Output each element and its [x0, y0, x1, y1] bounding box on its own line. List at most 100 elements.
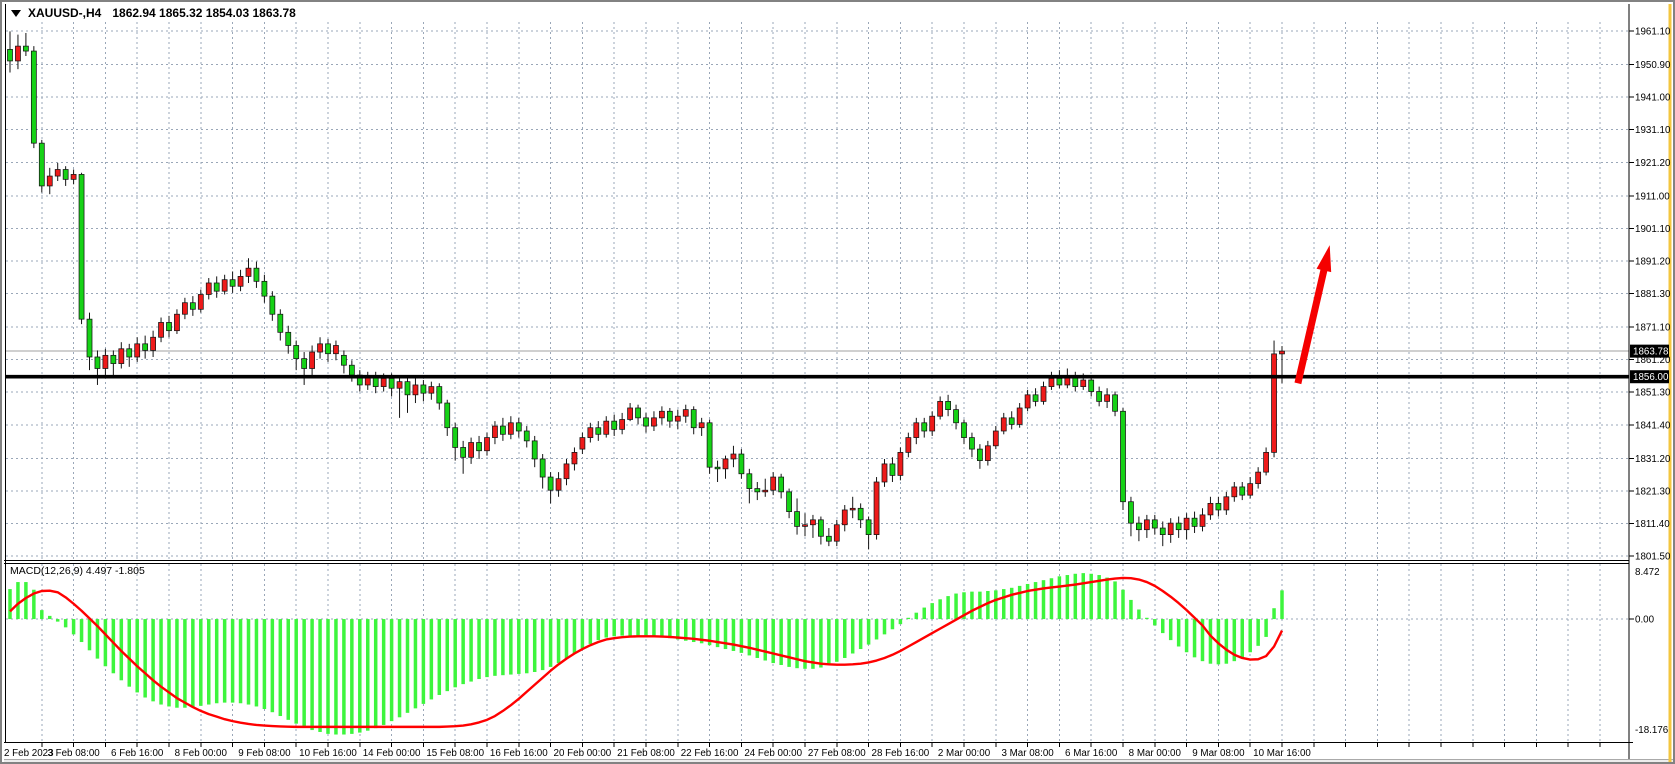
time-axis-label: 3 Feb 08:00 [47, 748, 100, 759]
macd-axis-label: 0.00 [1635, 615, 1655, 626]
accent-strip [1668, 4, 1672, 762]
time-axis-label: 9 Feb 08:00 [238, 748, 291, 759]
macd-histogram-bar [612, 619, 616, 637]
collapse-chart-icon[interactable] [11, 9, 21, 17]
macd-histogram-bar [1097, 575, 1101, 620]
candle-body [428, 386, 435, 394]
macd-histogram-bar [588, 619, 593, 644]
candle-body [754, 488, 761, 493]
candle-body [531, 440, 538, 460]
candle-body [523, 430, 530, 442]
candle-body [325, 343, 331, 355]
candle-body [1016, 407, 1023, 425]
candle-body [1128, 501, 1134, 524]
macd-histogram-bar [397, 619, 402, 718]
trend-arrow-shaft[interactable] [1294, 265, 1329, 385]
time-axis-label: 16 Feb 16:00 [490, 748, 548, 759]
candle-body [841, 509, 848, 526]
macd-histogram-bar [135, 619, 139, 693]
candle-body [1032, 394, 1039, 402]
candle-body [285, 331, 292, 346]
candle-body [682, 409, 689, 417]
candle-body [1255, 471, 1262, 485]
candle-body [484, 437, 490, 452]
candle-body [1112, 394, 1118, 412]
candle-body [1279, 350, 1285, 355]
macd-histogram-bar [63, 619, 68, 628]
candle-body [873, 481, 880, 535]
candle-body [444, 402, 451, 429]
candle-body [1000, 417, 1007, 432]
price-axis-label: 1911.00 [1635, 191, 1670, 202]
drawn-objects[interactable] [6, 245, 1629, 385]
chart-title-bar: XAUUSD-,H4 1862.94 1865.32 1854.03 1863.… [8, 6, 296, 20]
candle-body [945, 401, 951, 410]
macd-histogram-bar [906, 617, 911, 620]
ohlc-values-label: 1862.94 1865.32 1854.03 1863.78 [112, 6, 296, 20]
macd-histogram-bar [707, 619, 712, 646]
bottom-strip [4, 760, 1673, 762]
macd-histogram-bar [238, 619, 243, 704]
macd-histogram-bar [175, 619, 179, 708]
macd-histogram-bar [1009, 587, 1014, 620]
macd-histogram-bar [970, 591, 974, 620]
price-axis-label: 1941.00 [1635, 93, 1671, 104]
macd-histogram-bar [890, 619, 895, 630]
macd-histogram-bar [525, 619, 529, 674]
macd-histogram-bar [1089, 573, 1093, 620]
candle-body [1136, 522, 1142, 531]
macd-histogram-bar [55, 619, 60, 622]
macd-histogram-bar [731, 619, 736, 651]
candle-body [126, 348, 133, 358]
candle-body [746, 473, 753, 489]
candle-body [1008, 417, 1015, 425]
candle-body [507, 422, 514, 435]
trend-arrow-head[interactable] [1316, 245, 1332, 273]
candle-body [62, 169, 69, 180]
macd-histogram-bar [739, 619, 744, 653]
price-axis-label: 1861.20 [1635, 355, 1671, 366]
macd-indicator-pane [8, 573, 1284, 735]
candle-body [539, 458, 546, 478]
macd-histogram-bar [652, 619, 656, 637]
candle-body [277, 313, 284, 333]
time-axis-label: 10 Mar 16:00 [1253, 748, 1311, 759]
macd-histogram-bar [644, 619, 648, 637]
macd-histogram-bar [358, 619, 362, 733]
macd-histogram-bar [1240, 619, 1244, 658]
candle-body [714, 466, 721, 470]
macd-histogram-bar [556, 619, 561, 664]
candle-body [309, 351, 315, 369]
macd-histogram-bar [79, 619, 84, 643]
macd-axis-label: -18.176 [1635, 725, 1669, 736]
candle-body [158, 322, 164, 338]
candle-body [825, 535, 832, 542]
macd-histogram-bar [548, 619, 553, 667]
candle-body [794, 511, 800, 527]
current-price-badge-text: 1863.78 [1633, 347, 1669, 358]
macd-histogram-bar [572, 619, 577, 654]
macd-histogram-bar [1280, 590, 1284, 620]
grid-lines [6, 22, 1629, 741]
macd-histogram-bar [819, 619, 823, 668]
candle-body [261, 280, 268, 297]
time-axis-label: 10 Feb 16:00 [299, 748, 357, 759]
macd-histogram-bar [1025, 583, 1030, 620]
macd-histogram-bar [1153, 619, 1157, 626]
candle-body [587, 427, 594, 438]
macd-histogram-bar [207, 619, 211, 705]
candle-body [317, 343, 323, 353]
candle-body [492, 425, 498, 438]
candle-body [1167, 522, 1174, 535]
current-price-badge [1630, 344, 1669, 358]
candle-body [595, 427, 602, 435]
candle-body [380, 377, 387, 387]
price-axis-label: 1871.10 [1635, 323, 1671, 334]
candle-body [412, 384, 419, 396]
macd-histogram-bar [1073, 573, 1078, 620]
macd-histogram-bar [310, 619, 314, 731]
candle-body [992, 430, 999, 447]
macd-histogram-bar [580, 619, 585, 649]
candle-body [698, 422, 705, 429]
